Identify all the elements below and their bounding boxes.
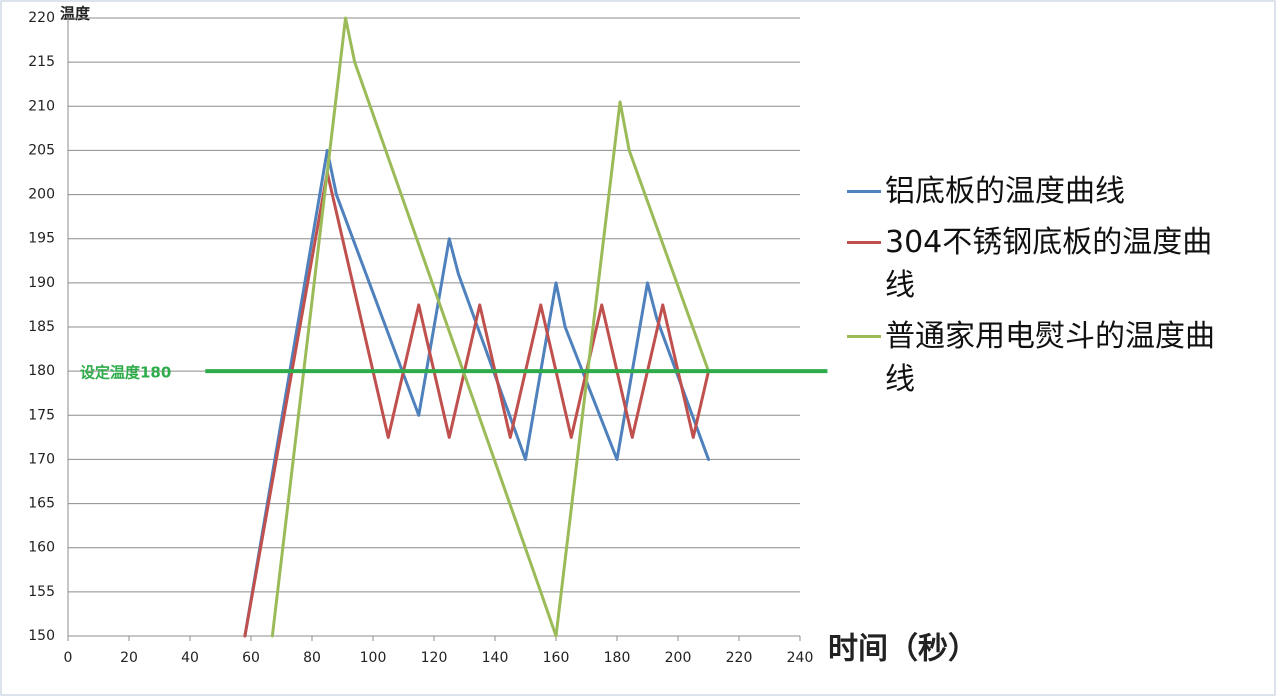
x-tick-label: 120 [421,650,448,666]
legend-swatch [847,335,881,338]
y-tick-label: 165 [28,496,55,512]
x-title: 时间（秒） [828,632,978,667]
x-tick-label: 200 [665,650,692,666]
set-line-label: 设定温度180 [80,364,171,382]
series-line [243,148,710,638]
legend: 铝底板的温度曲线 304不锈钢底板的温度曲线 普通家用电熨斗的温度曲线 [845,170,1225,409]
x-tick-label: 100 [360,650,387,666]
legend-item: 铝底板的温度曲线 [845,170,1225,213]
y-tick-label: 190 [28,275,55,291]
y-tick-label: 180 [28,363,55,379]
x-tick-label: 140 [482,650,509,666]
y-tick-label: 220 [28,10,55,26]
x-tick-label: 220 [726,650,753,666]
y-tick-label: 185 [28,319,55,335]
legend-item: 普通家用电熨斗的温度曲线 [845,315,1225,401]
legend-label: 普通家用电熨斗的温度曲线 [885,319,1215,397]
y-tick-label: 210 [28,98,55,114]
legend-label: 铝底板的温度曲线 [885,174,1125,209]
y-tick-label: 155 [28,584,55,600]
y-tick-label: 170 [28,451,55,467]
x-tick-label: 0 [64,650,73,666]
legend-item: 304不锈钢底板的温度曲线 [845,221,1225,307]
y-tick-label: 195 [28,231,55,247]
legend-swatch [847,190,881,193]
y-tick-label: 215 [28,54,55,70]
x-tick-label: 80 [303,650,321,666]
y-title: 温度 [60,5,91,23]
x-tick-label: 180 [604,650,631,666]
x-tick-label: 40 [181,650,199,666]
y-tick-label: 150 [28,628,55,644]
y-tick-label: 205 [28,142,55,158]
y-tick-label: 200 [28,187,55,203]
x-tick-label: 60 [242,650,260,666]
series-line [270,16,710,638]
x-tick-label: 20 [120,650,138,666]
x-tick-label: 160 [543,650,570,666]
x-tick-label: 240 [787,650,814,666]
legend-label: 304不锈钢底板的温度曲线 [885,225,1213,303]
y-tick-label: 160 [28,540,55,556]
y-tick-label: 175 [28,407,55,423]
legend-swatch [847,241,881,244]
